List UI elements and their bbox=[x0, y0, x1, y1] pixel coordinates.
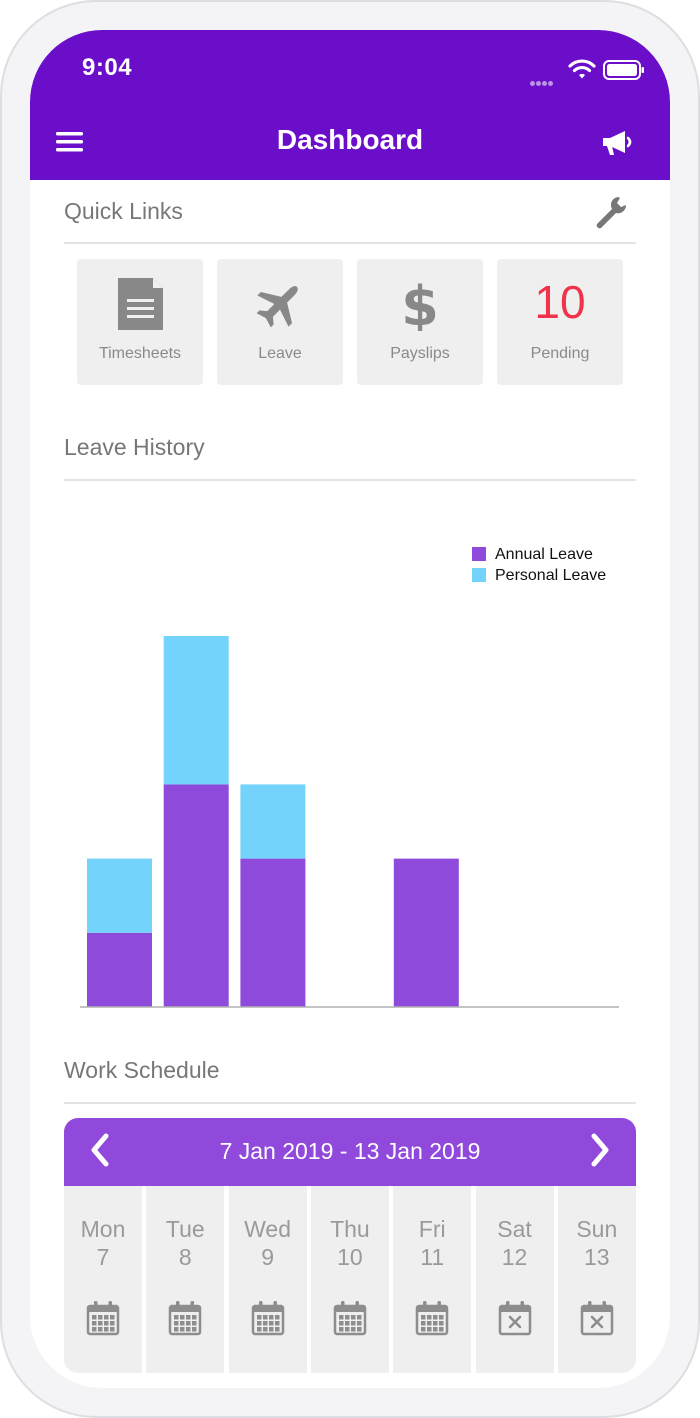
day-number: 9 bbox=[229, 1244, 307, 1271]
week-navigator: 7 Jan 2019 - 13 Jan 2019 bbox=[64, 1118, 636, 1186]
phone-screen: 9:04 Dashboard Quick Links bbox=[30, 30, 670, 1388]
schedule-day-sat[interactable]: Sat 12 bbox=[476, 1186, 554, 1373]
day-name: Sun bbox=[558, 1216, 636, 1243]
bar-annual-leave-wed[interactable] bbox=[240, 859, 305, 1007]
calendar-off-icon bbox=[580, 1300, 614, 1341]
pending-tile[interactable]: 10 Pending bbox=[497, 259, 623, 385]
calendar-icon bbox=[333, 1300, 367, 1341]
divider bbox=[64, 242, 636, 244]
bar-annual-leave-fri[interactable] bbox=[394, 859, 459, 1007]
bar-personal-leave-tue[interactable] bbox=[164, 636, 229, 784]
calendar-icon bbox=[86, 1300, 120, 1341]
schedule-day-wed[interactable]: Wed 9 bbox=[229, 1186, 307, 1373]
battery-icon bbox=[603, 60, 645, 80]
pending-label: Pending bbox=[497, 345, 623, 363]
schedule-day-thu[interactable]: Thu 10 bbox=[311, 1186, 389, 1373]
calendar-icon bbox=[251, 1300, 285, 1341]
legend-swatch bbox=[472, 547, 486, 561]
signal-icon bbox=[530, 73, 554, 91]
schedule-days: Mon 7 Tue 8 Wed 9 Thu 10 Fri 11 Sat 12 Sun 13 bbox=[64, 1186, 636, 1373]
dollar-icon: $ bbox=[357, 277, 483, 331]
svg-text:$: $ bbox=[401, 277, 439, 331]
payslips-label: Payslips bbox=[357, 345, 483, 363]
day-name: Tue bbox=[146, 1216, 224, 1243]
schedule-day-mon[interactable]: Mon 7 bbox=[64, 1186, 142, 1373]
schedule-day-tue[interactable]: Tue 8 bbox=[146, 1186, 224, 1373]
day-number: 13 bbox=[558, 1244, 636, 1271]
wifi-icon bbox=[568, 58, 596, 80]
day-name: Wed bbox=[229, 1216, 307, 1243]
payslips-tile[interactable]: $ Payslips bbox=[357, 259, 483, 385]
day-number: 10 bbox=[311, 1244, 389, 1271]
schedule-day-fri[interactable]: Fri 11 bbox=[393, 1186, 471, 1373]
legend-swatch bbox=[472, 568, 486, 582]
legend-label: Personal Leave bbox=[495, 567, 606, 584]
week-range: 7 Jan 2019 - 13 Jan 2019 bbox=[64, 1138, 636, 1165]
megaphone-icon[interactable] bbox=[600, 128, 634, 158]
timesheets-label: Timesheets bbox=[77, 345, 203, 363]
airplane-icon bbox=[217, 277, 343, 331]
quick-links-title: Quick Links bbox=[64, 198, 183, 225]
day-number: 7 bbox=[64, 1244, 142, 1271]
legend-label: Annual Leave bbox=[495, 546, 593, 563]
app-header: 9:04 Dashboard bbox=[30, 30, 670, 180]
calendar-icon bbox=[168, 1300, 202, 1341]
work-schedule-title: Work Schedule bbox=[64, 1057, 220, 1084]
divider bbox=[64, 1102, 636, 1104]
chevron-right-icon[interactable] bbox=[588, 1132, 612, 1168]
schedule-day-sun[interactable]: Sun 13 bbox=[558, 1186, 636, 1373]
day-name: Fri bbox=[393, 1216, 471, 1243]
day-name: Thu bbox=[311, 1216, 389, 1243]
calendar-off-icon bbox=[498, 1300, 532, 1341]
bar-personal-leave-wed[interactable] bbox=[240, 784, 305, 858]
day-number: 11 bbox=[393, 1244, 471, 1271]
leave-history-title: Leave History bbox=[64, 434, 205, 461]
bar-annual-leave-tue[interactable] bbox=[164, 784, 229, 1007]
day-number: 12 bbox=[476, 1244, 554, 1271]
timesheets-tile[interactable]: Timesheets bbox=[77, 259, 203, 385]
day-name: Mon bbox=[64, 1216, 142, 1243]
bar-personal-leave-mon[interactable] bbox=[87, 859, 152, 933]
document-icon bbox=[77, 277, 203, 331]
bar-annual-leave-mon[interactable] bbox=[87, 933, 152, 1007]
day-number: 8 bbox=[146, 1244, 224, 1271]
pending-count: 10 bbox=[497, 275, 623, 329]
leave-label: Leave bbox=[217, 345, 343, 363]
day-name: Sat bbox=[476, 1216, 554, 1243]
calendar-icon bbox=[415, 1300, 449, 1341]
status-time: 9:04 bbox=[82, 54, 132, 82]
wrench-icon[interactable] bbox=[593, 194, 629, 230]
page-title: Dashboard bbox=[30, 124, 670, 156]
leave-tile[interactable]: Leave bbox=[217, 259, 343, 385]
